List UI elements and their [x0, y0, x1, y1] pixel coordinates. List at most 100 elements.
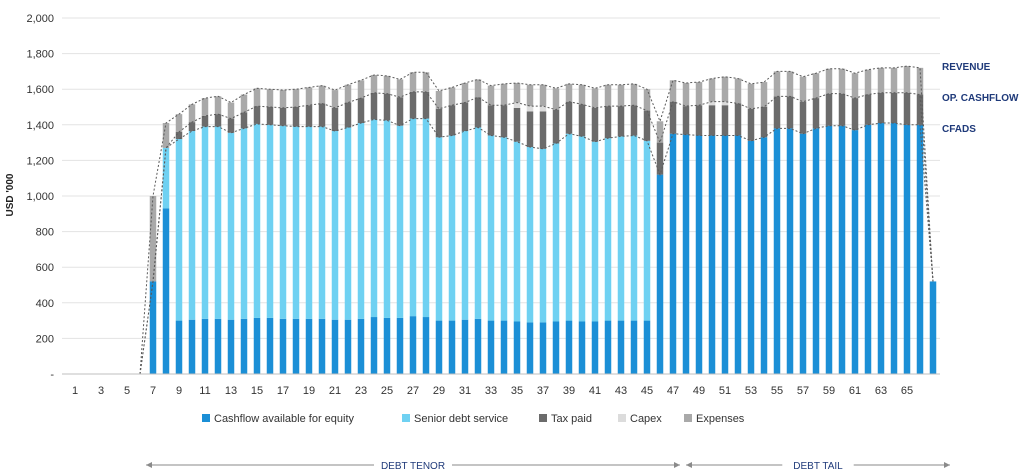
bar-segment	[240, 94, 248, 113]
bar-segment	[617, 136, 625, 321]
x-tick-label: 41	[589, 385, 601, 397]
bar-segment	[357, 98, 365, 124]
bar-segment	[903, 92, 911, 125]
bar-segment	[890, 92, 898, 124]
bar-segment	[474, 127, 482, 319]
bar-segment	[929, 281, 937, 374]
bar-segment	[487, 85, 495, 106]
bar-segment	[903, 124, 911, 374]
bar-segment	[292, 126, 300, 319]
bar-segment	[279, 318, 287, 374]
x-tick-label: 43	[615, 385, 627, 397]
legend-swatch	[684, 414, 692, 422]
bar-segment	[344, 319, 352, 374]
legend-label: Tax paid	[551, 413, 592, 425]
bar-segment	[591, 141, 599, 322]
bar-segment	[188, 319, 196, 374]
bar-segment	[604, 320, 612, 374]
x-tick-label: 7	[150, 385, 156, 397]
bar-segment	[604, 138, 612, 321]
bar-segment	[643, 140, 651, 321]
bar-segment	[214, 318, 222, 374]
bar-segment	[214, 96, 222, 115]
revenue-line	[139, 65, 934, 375]
axes: - 200 400 600 800 1,000 1,200 1,400 1,600 1,800 2,…	[26, 13, 940, 397]
bar-segment	[253, 123, 261, 318]
bar-segment	[175, 139, 183, 321]
bar-segment	[838, 93, 846, 126]
bar-segment	[903, 66, 911, 93]
bar-segment	[240, 112, 248, 129]
bar-segment	[630, 135, 638, 321]
bar-segment	[331, 107, 339, 132]
x-tick-label: 5	[124, 385, 130, 397]
legend-label: Cashflow available for equity	[214, 413, 355, 425]
bar-segment	[682, 82, 690, 107]
bar-segment	[448, 320, 456, 374]
bar-segment	[149, 281, 157, 374]
bar-segment	[838, 125, 846, 374]
bar-segment	[526, 147, 534, 323]
x-tick-label: 9	[176, 385, 182, 397]
bar-segment	[916, 124, 924, 374]
bar-segment	[396, 97, 404, 126]
legend-swatch	[618, 414, 626, 422]
bar-segment	[435, 90, 443, 109]
bar-segment	[734, 103, 742, 136]
bar-segment	[201, 98, 209, 116]
bar-segment	[825, 93, 833, 126]
bar-segment	[487, 135, 495, 321]
x-tick-label: 13	[225, 385, 237, 397]
bar-segment	[747, 140, 755, 374]
x-tick-label: 17	[277, 385, 289, 397]
bar-segment	[461, 319, 469, 374]
y-tick-label: 800	[36, 227, 54, 239]
bars	[149, 66, 937, 375]
bar-segment	[786, 96, 794, 129]
bar-segment	[630, 320, 638, 374]
bar-segment	[396, 79, 404, 98]
line-label: REVENUE	[942, 62, 991, 73]
bar-segment	[630, 83, 638, 106]
bar-segment	[552, 88, 560, 110]
bar-segment	[708, 135, 716, 374]
x-tick-label: 27	[407, 385, 419, 397]
y-tick-label: 1,000	[26, 191, 54, 203]
bar-segment	[383, 120, 391, 318]
bar-segment	[734, 78, 742, 104]
x-tick-label: 23	[355, 385, 367, 397]
bar-segment	[513, 141, 521, 322]
bar-segment	[370, 74, 378, 93]
bar-segment	[474, 97, 482, 128]
span-label-bg	[782, 457, 854, 471]
bar-segment	[708, 105, 716, 136]
span-label-bg	[374, 457, 452, 471]
bar-segment	[461, 131, 469, 320]
line-labels: REVENUE OP. CASHFLOW CFADS	[942, 62, 1019, 135]
bar-segment	[617, 106, 625, 137]
bar-segment	[812, 98, 820, 129]
x-tick-label: 35	[511, 385, 523, 397]
legend-swatch	[402, 414, 410, 422]
bar-segment	[448, 135, 456, 321]
bar-segment	[487, 105, 495, 136]
bar-segment	[721, 105, 729, 136]
bar-segment	[331, 90, 339, 108]
trend-lines	[139, 65, 934, 375]
bar-segment	[188, 131, 196, 320]
bar-segment	[331, 131, 339, 320]
bar-segment	[409, 91, 417, 119]
bar-segment	[773, 71, 781, 97]
bar-segment	[851, 130, 859, 374]
bar-segment	[318, 103, 326, 127]
span-label: DEBT TENOR	[381, 461, 445, 472]
bar-segment	[539, 148, 547, 323]
bar-segment	[266, 124, 274, 318]
bar-segment	[279, 125, 287, 319]
bar-segment	[409, 72, 417, 92]
x-tick-label: 57	[797, 385, 809, 397]
bar-segment	[175, 114, 183, 132]
bar-segment	[864, 69, 872, 95]
bar-segment	[227, 132, 235, 320]
